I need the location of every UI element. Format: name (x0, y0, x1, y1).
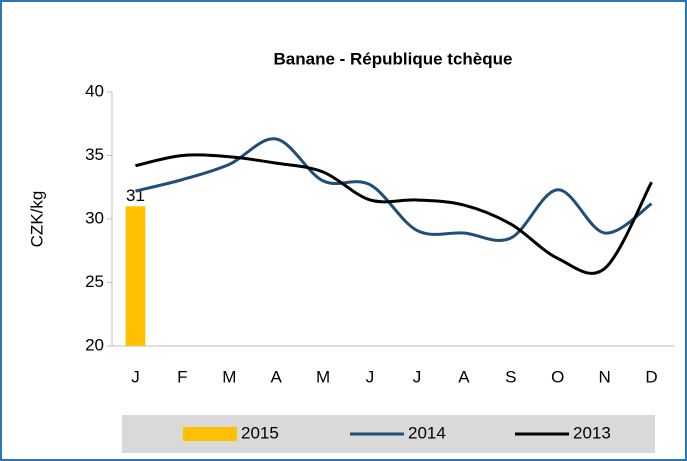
y-tick-label: 35 (85, 145, 104, 164)
legend-label: 2013 (573, 423, 611, 442)
line (135, 137, 653, 242)
y-tick-label: 25 (85, 272, 104, 291)
x-tick-label: F (177, 367, 187, 386)
x-tick-label: O (551, 367, 564, 386)
y-tick-label: 40 (85, 81, 104, 100)
x-tick-label: M (316, 367, 330, 386)
x-tick-label: J (131, 367, 140, 386)
x-tick-label: D (645, 367, 657, 386)
y-axis-label: CZK/kg (27, 191, 46, 248)
x-tick-label: N (598, 367, 610, 386)
x-tick-label: J (366, 367, 375, 386)
legend-swatch (183, 427, 237, 441)
chart-title: Banane - République tchèque (274, 49, 513, 68)
legend-label: 2015 (241, 423, 279, 442)
y-tick-label: 20 (85, 335, 104, 354)
x-tick-label: A (271, 367, 283, 386)
line (135, 153, 653, 275)
x-tick-label: S (505, 367, 516, 386)
x-tick-label: J (413, 367, 422, 386)
legend-label: 2014 (408, 423, 446, 442)
bar (125, 206, 146, 346)
y-tick-label: 30 (85, 208, 104, 227)
x-tick-label: A (458, 367, 470, 386)
x-tick-label: M (222, 367, 236, 386)
